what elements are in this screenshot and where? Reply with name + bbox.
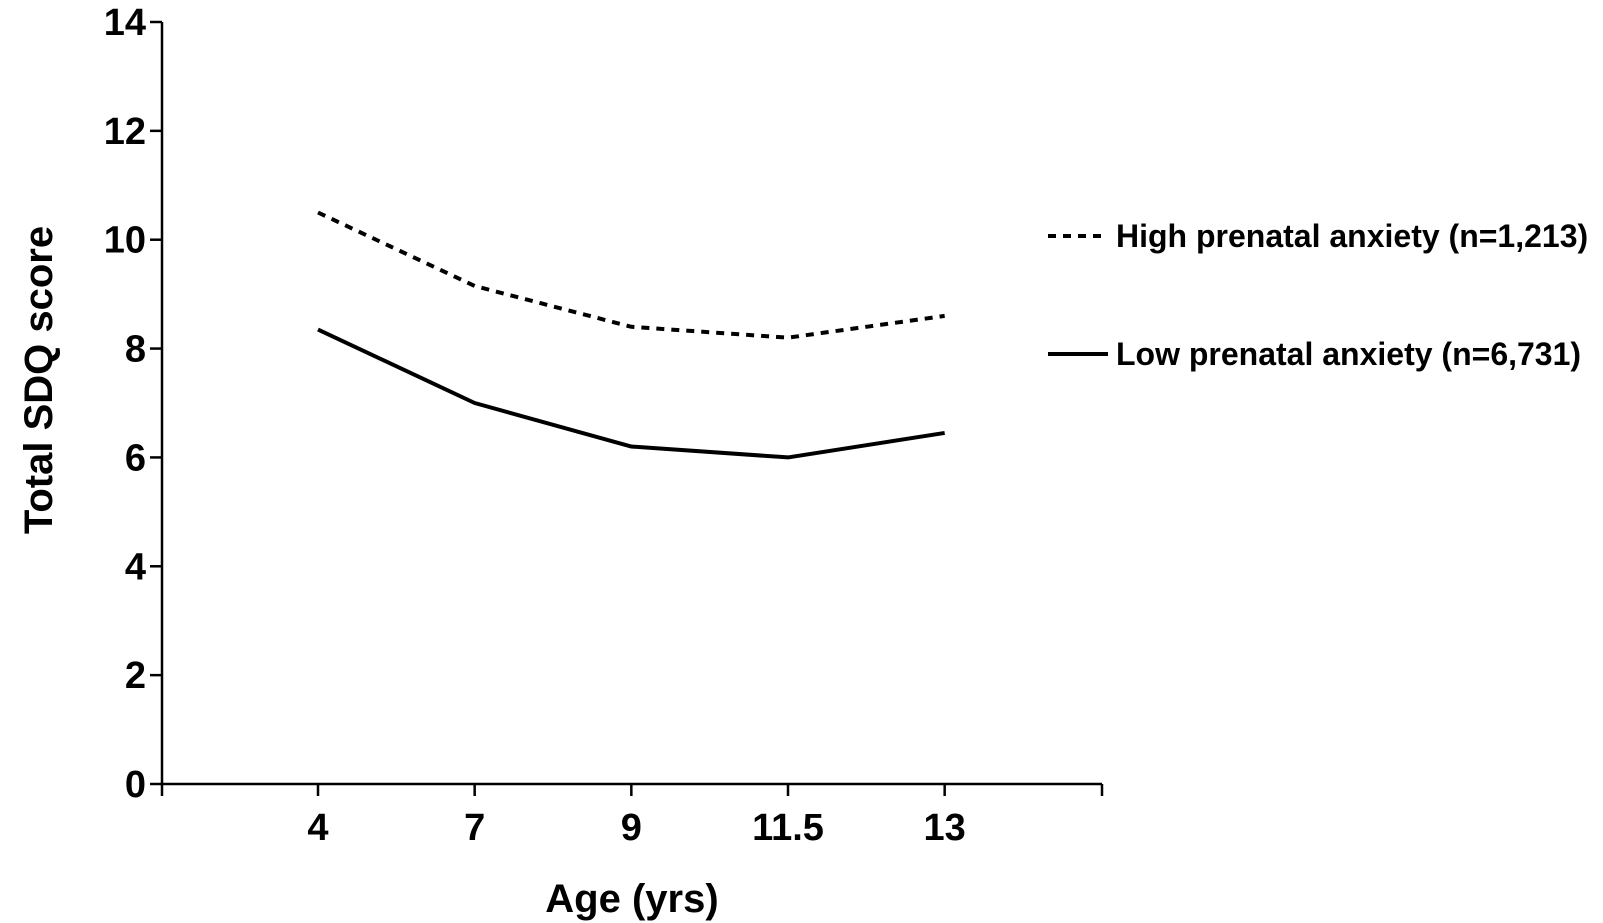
y-tick-label: 6 xyxy=(125,437,146,479)
x-tick-label: 11.5 xyxy=(752,807,824,849)
x-tick-label: 13 xyxy=(924,807,966,849)
plot-series xyxy=(317,210,945,460)
y-ticks: 0 2 4 6 8 10 12 14 xyxy=(104,2,162,806)
legend: High prenatal anxiety (n=1,213) Low prena… xyxy=(1048,218,1588,372)
legend-label: Low prenatal anxiety (n=6,731) xyxy=(1116,336,1581,372)
y-axis-title: Total SDQ score xyxy=(17,226,61,534)
y-tick-label: 4 xyxy=(125,546,146,588)
y-tick-label: 2 xyxy=(125,655,146,697)
x-ticks: 4 7 9 11.5 13 xyxy=(160,784,1104,849)
y-axis: 0 2 4 6 8 10 12 14 xyxy=(104,2,164,806)
series-line-low-anxiety xyxy=(317,327,945,460)
y-tick-label: 12 xyxy=(104,111,146,153)
series-line-high-anxiety xyxy=(317,210,945,340)
y-tick-label: 0 xyxy=(125,764,146,806)
x-tick-label: 7 xyxy=(464,807,485,849)
x-tick-label: 9 xyxy=(621,807,642,849)
y-tick-label: 10 xyxy=(104,220,146,262)
x-axis-title: Age (yrs) xyxy=(545,877,718,921)
y-tick-label: 14 xyxy=(104,2,146,44)
y-tick-label: 8 xyxy=(125,329,146,371)
x-axis: 4 7 9 11.5 13 xyxy=(160,782,1104,849)
legend-label: High prenatal anxiety (n=1,213) xyxy=(1116,218,1588,254)
x-tick-label: 4 xyxy=(307,807,328,849)
